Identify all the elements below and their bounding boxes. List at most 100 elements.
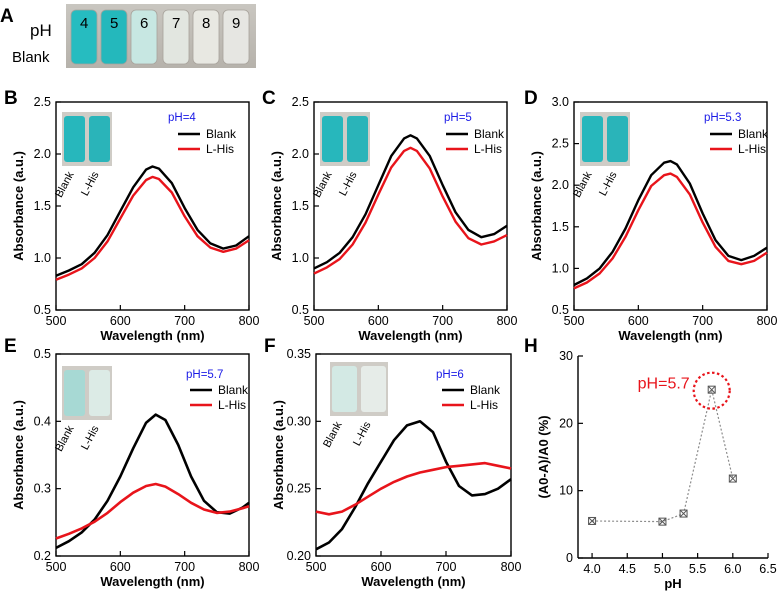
- y-tick-label: 10: [559, 484, 573, 498]
- series-line-l-his: [313, 146, 508, 275]
- data-point-box: [658, 517, 667, 526]
- x-tick-label: 800: [757, 314, 778, 328]
- y-tick-label: 1.5: [34, 199, 51, 213]
- data-point-cross: [707, 385, 716, 394]
- series-line-l-his: [55, 175, 250, 281]
- data-point-box: [679, 509, 688, 518]
- x-tick-label: 5.0: [654, 562, 671, 576]
- data-point-cross: [658, 517, 667, 526]
- inset-vial-blank: [322, 116, 343, 162]
- y-tick-label: 1.0: [292, 251, 309, 265]
- y-tick-label: 0.20: [287, 549, 311, 563]
- panel-letter-e: E: [4, 336, 17, 357]
- chart-panel-c: C 500 600 700 800 0.5 1.0 1.5 2.0 2.5 Wavelength (…: [262, 88, 517, 343]
- y-tick-label: 30: [559, 349, 573, 363]
- legend-label: Blank: [474, 127, 505, 141]
- legend-label: Blank: [206, 127, 237, 141]
- chart-panel-h: H 4.0 4.5 5.0 5.5 6.0 6.5 0 10 20 30 pH (A0-A)/A0 (%…: [524, 336, 777, 591]
- inset-vial-label: Blank: [321, 419, 345, 449]
- series-connector: [592, 389, 734, 523]
- data-point: [728, 474, 737, 483]
- y-axis-label: Absorbance (a.u.): [269, 151, 284, 261]
- x-tick-label: 6.5: [759, 562, 776, 576]
- y-tick-label: 2.0: [552, 178, 569, 192]
- x-tick-label: 500: [46, 314, 67, 328]
- x-tick-label: 4.0: [583, 562, 600, 576]
- vial-5: [100, 9, 128, 65]
- vial-9: [222, 9, 250, 65]
- legend-label: L-His: [218, 398, 246, 412]
- legend-label: L-His: [470, 398, 498, 412]
- data-point-cross: [679, 509, 688, 518]
- ph-annotation: pH=5.7: [186, 369, 223, 381]
- vial-6: [130, 9, 158, 65]
- series-line-l-his: [315, 461, 512, 516]
- data-point-cross: [728, 474, 737, 483]
- legend-label: Blank: [470, 383, 501, 397]
- y-tick-label: 0.2: [34, 549, 51, 563]
- vial-8: [192, 9, 220, 65]
- x-tick-label: 600: [110, 314, 131, 328]
- x-tick-label: 500: [46, 560, 67, 574]
- chart-panel-b: B 500 600 700 800 0.5 1.0 1.5 2.0 2.5 Wavelength (…: [4, 88, 259, 343]
- y-tick-label: 2.0: [34, 147, 51, 161]
- ph-annotation: pH=5: [444, 112, 472, 124]
- inset-vial-lhis: [347, 116, 368, 162]
- chart-panel-f: F 500 600 700 800 0.20 0.25 0.30 0.35 Wavelength …: [264, 336, 521, 589]
- x-tick-label: 500: [304, 314, 325, 328]
- inset-vial-lhis: [361, 366, 386, 412]
- x-tick-label: 6.0: [724, 562, 741, 576]
- plot-frame: [573, 101, 768, 311]
- y-tick-label: 0.35: [287, 347, 311, 361]
- y-tick-label: 2.5: [552, 137, 569, 151]
- x-tick-label: 600: [628, 314, 649, 328]
- x-tick-label: 500: [306, 560, 327, 574]
- inset-vial-lhis: [89, 370, 110, 416]
- x-tick-label: 700: [692, 314, 713, 328]
- y-tick-label: 0.5: [552, 303, 569, 317]
- data-point: [588, 516, 597, 525]
- inset-vial-label: L-His: [79, 169, 102, 198]
- data-point-cross: [588, 517, 596, 525]
- vial-ph-label: 9: [232, 15, 240, 32]
- inset-vial-lhis: [607, 116, 628, 162]
- photo-vials: 4 5 6 7 8 9: [66, 4, 256, 68]
- y-tick-label: 0.5: [34, 303, 51, 317]
- inset-vial-label: L-His: [597, 169, 620, 198]
- series-line-blank: [315, 420, 512, 551]
- x-tick-label: 800: [239, 560, 260, 574]
- y-tick-label: 1.0: [552, 261, 569, 275]
- chart-panel-e: E 500 600 700 800 0.2 0.3 0.4 0.5 Wavelength (nm)…: [4, 336, 259, 589]
- photo-ph-label: pH: [30, 21, 52, 40]
- inset-vial-blank: [332, 366, 357, 412]
- vial-7: [162, 9, 190, 65]
- x-axis-label: Wavelength (nm): [358, 328, 462, 343]
- vial-ph-label: 7: [172, 15, 180, 32]
- x-axis-label: pH: [664, 576, 681, 591]
- inset-vial-blank: [64, 116, 85, 162]
- highlight-circle: [692, 371, 731, 410]
- ph-annotation: pH=4: [168, 112, 196, 124]
- x-axis-label: Wavelength (nm): [100, 574, 204, 589]
- x-axis-label: Wavelength (nm): [618, 328, 722, 343]
- x-tick-label: 5.5: [689, 562, 706, 576]
- legend-label: Blank: [218, 383, 249, 397]
- series-line-l-his: [55, 482, 250, 540]
- y-axis-label: Absorbance (a.u.): [529, 151, 544, 261]
- x-tick-label: 4.5: [619, 562, 636, 576]
- y-tick-label: 2.5: [34, 95, 51, 109]
- y-axis-label: (A0-A)/A0 (%): [536, 415, 551, 498]
- x-tick-label: 700: [174, 314, 195, 328]
- y-tick-label: 3.0: [552, 95, 569, 109]
- x-axis-label: Wavelength (nm): [361, 574, 465, 589]
- vial-ph-label: 8: [202, 15, 210, 32]
- series-line-blank: [313, 134, 508, 270]
- data-point: [658, 517, 667, 526]
- legend-label: L-His: [474, 142, 502, 156]
- y-axis-label: Absorbance (a.u.): [11, 151, 26, 261]
- panel-letter-c: C: [262, 88, 276, 109]
- x-tick-label: 600: [371, 560, 392, 574]
- panel-letter-f: F: [264, 336, 276, 357]
- plot-frame: [55, 353, 250, 557]
